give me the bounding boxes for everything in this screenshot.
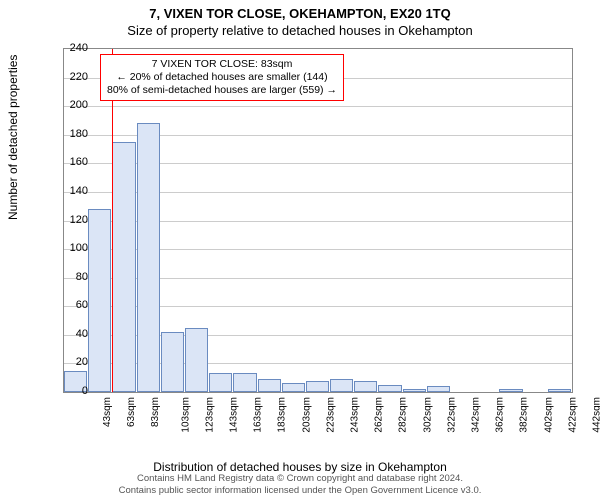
x-tick-label: 83sqm — [150, 397, 161, 427]
x-tick-label: 143sqm — [229, 397, 240, 433]
y-tick-label: 200 — [58, 99, 88, 111]
x-tick-label: 63sqm — [126, 397, 137, 427]
histogram-bar — [185, 328, 208, 392]
histogram-bar — [499, 389, 522, 392]
x-tick-label: 322sqm — [446, 397, 457, 433]
histogram-bar — [306, 381, 329, 392]
y-tick-label: 60 — [58, 299, 88, 311]
x-tick-label: 262sqm — [374, 397, 385, 433]
histogram-bar — [354, 381, 377, 392]
y-tick-label: 240 — [58, 42, 88, 54]
x-tick-label: 362sqm — [495, 397, 506, 433]
y-tick-label: 40 — [58, 328, 88, 340]
histogram-bar — [233, 373, 256, 392]
x-tick-label: 302sqm — [422, 397, 433, 433]
histogram-bar — [427, 386, 450, 392]
y-tick-label: 100 — [58, 242, 88, 254]
annotation-box: 7 VIXEN TOR CLOSE: 83sqm← 20% of detache… — [100, 54, 344, 101]
y-tick-label: 120 — [58, 214, 88, 226]
histogram-bar — [403, 389, 426, 392]
chart-title-line2: Size of property relative to detached ho… — [0, 21, 600, 42]
y-tick-label: 160 — [58, 156, 88, 168]
histogram-bar — [258, 379, 281, 392]
x-tick-label: 223sqm — [325, 397, 336, 433]
x-tick-label: 103sqm — [180, 397, 191, 433]
x-tick-label: 402sqm — [543, 397, 554, 433]
x-tick-label: 183sqm — [277, 397, 288, 433]
x-tick-label: 282sqm — [398, 397, 409, 433]
annotation-line: 7 VIXEN TOR CLOSE: 83sqm — [107, 58, 337, 71]
gridline — [64, 106, 572, 107]
x-axis-label: Distribution of detached houses by size … — [0, 460, 600, 474]
y-tick-label: 180 — [58, 128, 88, 140]
x-tick-label: 382sqm — [519, 397, 530, 433]
x-tick-label: 442sqm — [591, 397, 600, 433]
x-tick-label: 243sqm — [350, 397, 361, 433]
histogram-bar — [88, 209, 111, 392]
chart-title-line1: 7, VIXEN TOR CLOSE, OKEHAMPTON, EX20 1TQ — [0, 0, 600, 21]
y-tick-label: 140 — [58, 185, 88, 197]
chart-container: 7, VIXEN TOR CLOSE, OKEHAMPTON, EX20 1TQ… — [0, 0, 600, 500]
y-tick-label: 220 — [58, 71, 88, 83]
footer-line1: Contains HM Land Registry data © Crown c… — [0, 473, 600, 484]
y-tick-label: 20 — [58, 356, 88, 368]
annotation-line: 80% of semi-detached houses are larger (… — [107, 84, 337, 97]
footer-attribution: Contains HM Land Registry data © Crown c… — [0, 473, 600, 496]
y-tick-label: 80 — [58, 271, 88, 283]
histogram-bar — [161, 332, 184, 392]
histogram-bar — [282, 383, 305, 392]
histogram-bar — [137, 123, 160, 392]
annotation-line: ← 20% of detached houses are smaller (14… — [107, 71, 337, 84]
x-tick-label: 342sqm — [471, 397, 482, 433]
y-axis-label: Number of detached properties — [6, 55, 20, 220]
histogram-bar — [378, 385, 401, 392]
x-tick-label: 123sqm — [204, 397, 215, 433]
footer-line2: Contains public sector information licen… — [0, 485, 600, 496]
histogram-bar — [112, 142, 135, 392]
histogram-bar — [330, 379, 353, 392]
x-tick-label: 163sqm — [253, 397, 264, 433]
x-tick-label: 43sqm — [102, 397, 113, 427]
y-tick-label: 0 — [58, 385, 88, 397]
x-tick-label: 203sqm — [301, 397, 312, 433]
histogram-bar — [209, 373, 232, 392]
histogram-bar — [548, 389, 571, 392]
x-tick-label: 422sqm — [567, 397, 578, 433]
